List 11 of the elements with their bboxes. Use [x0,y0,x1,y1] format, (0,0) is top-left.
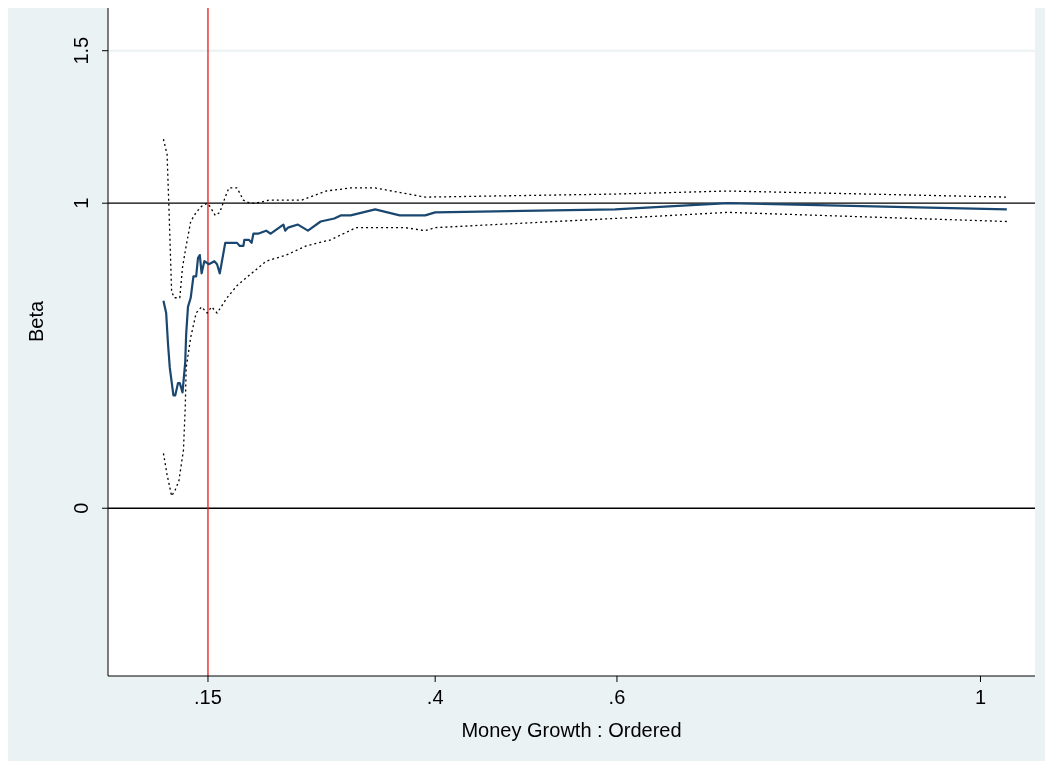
x-tick-label: .15 [194,686,222,708]
x-tick-label: .6 [608,686,626,708]
y-tick-label: 1 [70,197,92,209]
x-tick-label: 1 [974,686,987,708]
x-tick-label: .4 [426,686,444,708]
line-series [162,202,1008,397]
y-tick-label: 1.5 [70,36,92,65]
x-axis-title: Money Growth : Ordered [461,719,682,741]
y-axis-title: Beta [25,299,48,342]
y-tick-label: 0 [70,502,92,514]
line-series [162,211,1008,497]
